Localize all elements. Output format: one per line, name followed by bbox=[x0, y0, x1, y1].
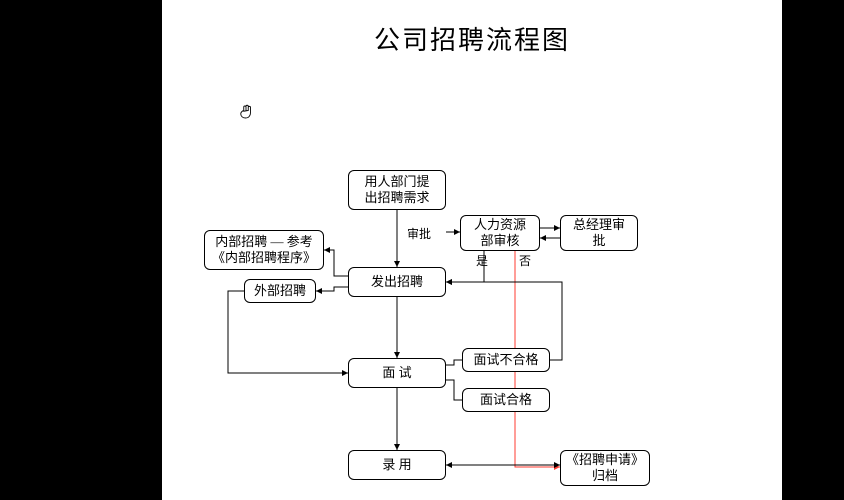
node-label: 发出招聘 bbox=[371, 274, 423, 290]
edge-label-l_yes: 是 bbox=[476, 252, 488, 269]
node-label: 人力资源部审核 bbox=[474, 217, 526, 250]
node-label: 总经理审批 bbox=[573, 217, 625, 250]
node-label: 外部招聘 bbox=[254, 283, 306, 299]
node-n_archive: 《招聘申请》归档 bbox=[560, 450, 650, 486]
node-n_fail: 面试不合格 bbox=[462, 348, 550, 372]
edge-e10 bbox=[446, 360, 462, 365]
edge-label-l_audit: 审批 bbox=[407, 225, 431, 242]
node-n_interview: 面 试 bbox=[348, 358, 446, 388]
edge-label-l_no: 否 bbox=[519, 252, 531, 269]
node-label: 内部招聘 — 参考《内部招聘程序》 bbox=[212, 234, 316, 267]
edge-e6 bbox=[324, 250, 348, 276]
node-label: 录 用 bbox=[382, 457, 411, 473]
node-n_publish: 发出招聘 bbox=[348, 267, 446, 297]
edge-e7 bbox=[316, 287, 348, 291]
edge-e11 bbox=[446, 380, 462, 400]
node-n_demand: 用人部门提出招聘需求 bbox=[348, 170, 446, 210]
flowchart-canvas: 用人部门提出招聘需求人力资源部审核 总经理审批内部招聘 — 参考《内部招聘程序》外… bbox=[162, 0, 782, 500]
node-n_pass: 面试合格 bbox=[462, 388, 550, 412]
node-label: 面试不合格 bbox=[473, 352, 538, 368]
node-n_hr: 人力资源部审核 bbox=[460, 215, 540, 251]
node-label: 《招聘申请》归档 bbox=[566, 452, 644, 485]
edge-e8 bbox=[228, 291, 348, 373]
node-n_external: 外部招聘 bbox=[244, 279, 316, 303]
node-label: 面试合格 bbox=[480, 392, 532, 408]
document-page: 公司招聘流程图 用人部门提出招聘需求人力资源部审核总经理审批内部招聘 — 参考《… bbox=[162, 0, 782, 500]
node-n_gm: 总经理审批 bbox=[560, 215, 638, 251]
node-label: 用人部门提出招聘需求 bbox=[364, 174, 429, 207]
node-label: 面 试 bbox=[382, 365, 411, 381]
node-n_hire: 录 用 bbox=[348, 450, 446, 480]
hand-cursor-icon bbox=[237, 103, 255, 121]
node-n_internal: 内部招聘 — 参考《内部招聘程序》 bbox=[204, 230, 324, 270]
